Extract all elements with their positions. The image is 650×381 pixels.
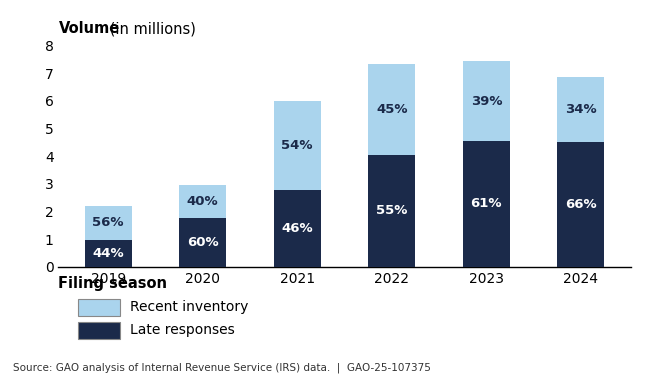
- Bar: [368, 64, 415, 155]
- Bar: [274, 101, 321, 190]
- Text: Recent inventory: Recent inventory: [130, 300, 248, 314]
- Text: 40%: 40%: [187, 195, 218, 208]
- Bar: [557, 77, 604, 142]
- Text: Filing season: Filing season: [58, 276, 168, 291]
- Bar: [557, 142, 604, 267]
- Bar: [463, 141, 510, 267]
- Text: 39%: 39%: [471, 94, 502, 107]
- Bar: [179, 218, 226, 267]
- Bar: [274, 190, 321, 267]
- Text: (in millions): (in millions): [105, 21, 196, 36]
- Text: Source: GAO analysis of Internal Revenue Service (IRS) data.  |  GAO-25-107375: Source: GAO analysis of Internal Revenue…: [13, 363, 431, 373]
- Text: Volume: Volume: [58, 21, 120, 36]
- Text: 46%: 46%: [281, 222, 313, 235]
- Bar: [84, 206, 132, 240]
- Text: 54%: 54%: [281, 139, 313, 152]
- Bar: [84, 240, 132, 267]
- Text: 61%: 61%: [471, 197, 502, 210]
- Text: 45%: 45%: [376, 103, 408, 116]
- Bar: [179, 185, 226, 218]
- Text: 44%: 44%: [92, 247, 124, 260]
- Text: 34%: 34%: [565, 103, 597, 116]
- Text: 55%: 55%: [376, 204, 408, 218]
- Bar: [368, 155, 415, 267]
- Text: 60%: 60%: [187, 236, 218, 249]
- Text: 56%: 56%: [92, 216, 124, 229]
- Bar: [463, 61, 510, 141]
- Text: Late responses: Late responses: [130, 323, 235, 336]
- Text: 66%: 66%: [565, 198, 597, 211]
